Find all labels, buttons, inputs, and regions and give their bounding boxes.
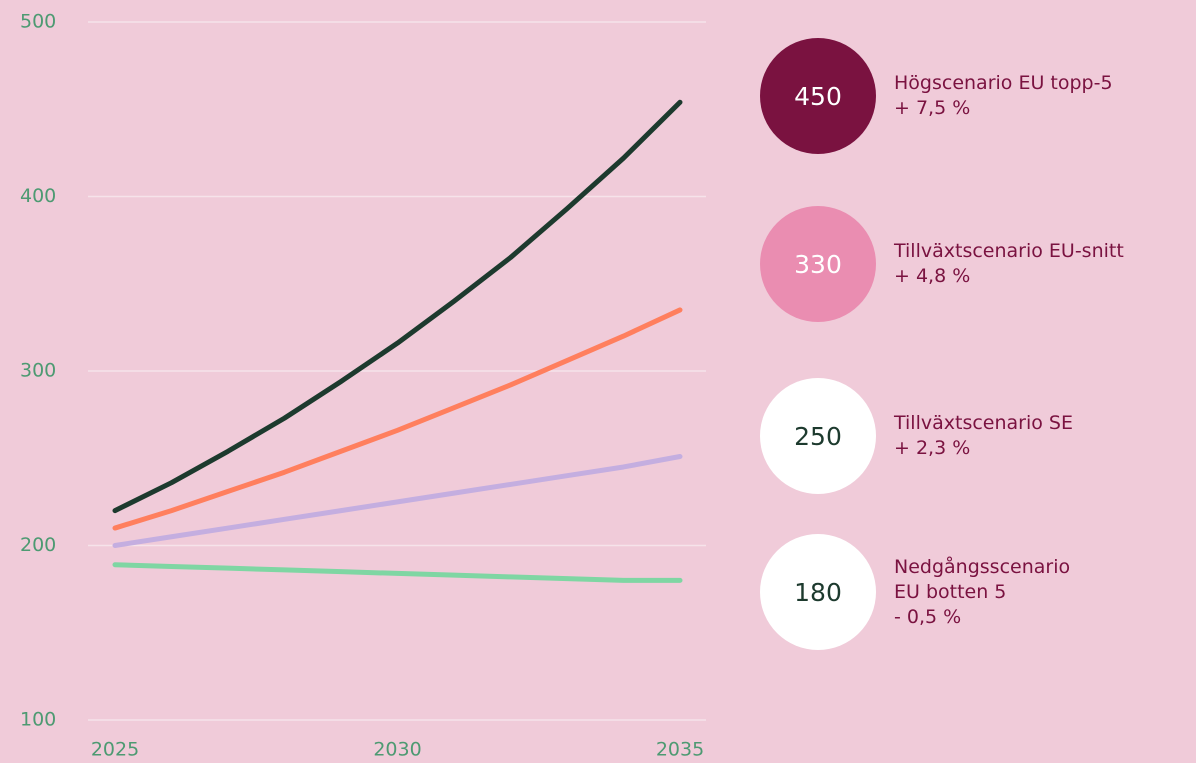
series-line [112,562,683,583]
legend-label: Nedgångsscenario EU botten 5- 0,5 % [894,555,1084,630]
x-tick-label: 2035 [656,739,704,761]
y-tick-label: 400 [20,185,56,207]
legend-rate: + 2,3 % [894,437,971,459]
legend-name: Tillväxtscenario SE [894,412,1073,434]
legend-label: Tillväxtscenario EU-snitt + 4,8 % [894,239,1124,289]
y-tick-label: 100 [20,709,56,731]
legend-badge: 250 [760,378,876,494]
y-tick-label: 300 [20,360,56,382]
legend-item: 180 Nedgångsscenario EU botten 5- 0,5 % [760,534,1084,650]
y-tick-label: 200 [20,534,56,556]
legend-badge: 450 [760,38,876,154]
legend-label: Högscenario EU topp-5 + 7,5 % [894,71,1113,121]
legend-item: 450 Högscenario EU topp-5 + 7,5 % [760,38,1113,154]
legend-name: Högscenario EU topp-5 [894,72,1113,94]
legend-badge: 330 [760,206,876,322]
series-line [112,307,683,531]
legend-name: Tillväxtscenario EU-snitt [894,240,1124,262]
x-tick-label: 2025 [91,739,139,761]
legend-item: 330 Tillväxtscenario EU-snitt + 4,8 % [760,206,1124,322]
legend-rate: + 7,5 % [894,97,971,119]
legend-rate: - 0,5 % [894,605,962,628]
y-tick-label: 500 [20,11,56,33]
legend-rate: + 4,8 % [894,265,971,287]
x-tick-label: 2030 [373,739,421,761]
series-line [112,99,683,514]
legend-item: 250 Tillväxtscenario SE + 2,3 % [760,378,1073,494]
series-line [112,454,683,548]
legend-label: Tillväxtscenario SE + 2,3 % [894,411,1073,461]
legend-name: Nedgångsscenario EU botten 5 [894,555,1071,603]
legend-badge: 180 [760,534,876,650]
